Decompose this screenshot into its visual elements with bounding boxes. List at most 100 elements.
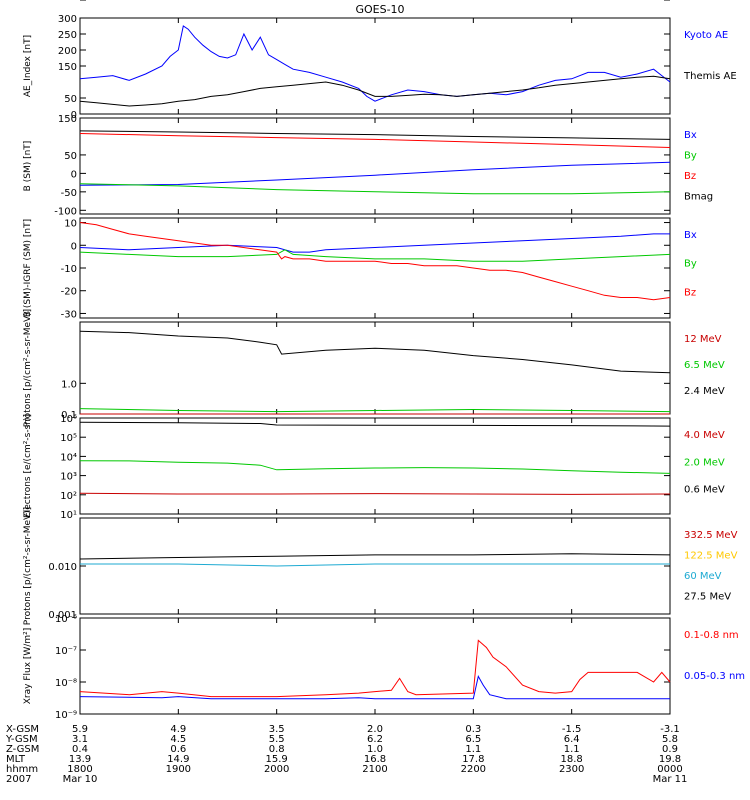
y-tick-label: 0.001 — [48, 610, 77, 621]
series-line — [79, 408, 671, 413]
footer-cell: 14.9 — [167, 754, 189, 765]
footer-cell: 6.2 — [367, 734, 383, 745]
footer-cell: 1.0 — [367, 744, 383, 755]
legend-label: Kyoto AE — [684, 30, 728, 41]
footer-cell: 5.8 — [662, 734, 678, 745]
y-tick-label: 10⁻⁹ — [55, 710, 77, 721]
y-tick-label: 10 — [64, 219, 77, 230]
legend-label: 2.0 MeV — [684, 457, 725, 468]
y-axis-label: B (SM) [nT] — [23, 141, 33, 192]
legend-label: 0.05-0.3 nm — [684, 671, 745, 682]
legend-label: By — [684, 151, 697, 162]
y-tick-label: 250 — [58, 30, 77, 41]
panel-frame — [79, 617, 671, 715]
panel-1: 300 250 200 150 100 50 0 AE_Index [nT] Kyoto AE T… — [23, 0, 737, 121]
y-tick-label: 10⁶ — [60, 414, 77, 425]
footer-cell: 2100 — [362, 764, 387, 775]
series-line — [79, 421, 671, 427]
y-tick-label: 10² — [60, 491, 77, 502]
footer-cell: 2.0 — [367, 724, 383, 735]
y-tick-label: 0 — [71, 110, 77, 121]
footer-cell: 19.8 — [659, 754, 681, 765]
panel-5: 10⁶ 10⁵ 10⁴ 10³ 10² 10¹ Electrons [e/(cm²-s-sr… — [23, 414, 725, 521]
y-tick-label: 0.010 — [48, 562, 77, 573]
legend-label: 332.5 MeV — [684, 530, 738, 541]
y-axis-label: Xray Flux [W/m²] — [23, 628, 33, 704]
y-tick-label: -30 — [61, 309, 77, 320]
legend-label: 122.5 MeV — [684, 551, 738, 562]
legend-label: 12 MeV — [684, 334, 722, 345]
y-tick-label: 0 — [71, 241, 77, 252]
series-line — [80, 563, 670, 567]
legend-label: 60 MeV — [684, 571, 722, 582]
series-line — [79, 330, 671, 374]
y-tick-label: 200 — [58, 46, 77, 57]
panel-frame — [79, 217, 671, 319]
footer-cell: 3.5 — [269, 724, 285, 735]
y-axis-label: Protons [p/(cm²-s-sr-MeV)] — [23, 309, 33, 427]
series-line — [79, 675, 670, 700]
legend-label: Bz — [684, 171, 696, 182]
y-tick-label: 10⁻⁷ — [55, 646, 77, 657]
series-line — [79, 130, 671, 140]
plot-title: GOES-10 — [355, 3, 404, 16]
footer-cell: 6.5 — [465, 734, 481, 745]
footer-cell: 3.1 — [72, 734, 88, 745]
footer-cell: -3.1 — [660, 724, 680, 735]
footer-cell: 17.8 — [462, 754, 484, 765]
series-line — [79, 161, 671, 186]
y-tick-label: 10³ — [60, 472, 77, 483]
panel-3: 10 0 -10 -20 -30 B (SM)-IGRF (SM) [nT] Bx By Bz — [23, 217, 697, 320]
series-line — [79, 222, 671, 301]
panels: 300250200150100500AE_Index [nT]Kyoto AET… — [23, 0, 745, 721]
footer-cell: 18.8 — [561, 754, 583, 765]
footer-cell: 1.1 — [465, 744, 481, 755]
footer-cell: 2300 — [559, 764, 584, 775]
footer-cell: 0.8 — [269, 744, 285, 755]
series-line — [79, 553, 671, 560]
footer-cell: 1900 — [166, 764, 191, 775]
footer-cell: 0.4 — [72, 744, 88, 755]
footer-cell: 4.9 — [170, 724, 186, 735]
y-axis-label: AE_Index [nT] — [23, 35, 33, 97]
footer-cell: 2200 — [461, 764, 486, 775]
panel-4: 100.010.0 1.0 0.1 Protons [p/(cm²-s-sr-MeV)… — [23, 0, 725, 427]
footer-row-label: 2007 — [6, 774, 31, 785]
y-axis-label: Electrons [e/(cm²-s-sr)] — [23, 414, 33, 518]
panel-7: 10⁻⁶ 10⁻⁷ 10⁻⁸ 10⁻⁹ Xray Flux [W/m²] 0.1-0.8 … — [23, 614, 745, 721]
footer-cell: 2000 — [264, 764, 289, 775]
footer-cell: 1.1 — [564, 744, 580, 755]
legend-label: By — [684, 259, 697, 270]
legend-label: Bmag — [684, 192, 713, 203]
y-tick-label: 10⁻⁸ — [55, 678, 77, 689]
series-line — [79, 25, 671, 102]
y-tick-label: 150 — [58, 114, 77, 125]
y-tick-label: -10 — [61, 264, 77, 275]
footer-cell: 0.3 — [465, 724, 481, 735]
legend-label: 6.5 MeV — [684, 360, 725, 371]
y-tick-label: 100.0 — [48, 0, 77, 3]
footer-cell: -1.5 — [562, 724, 582, 735]
footer-row-label: MLT — [6, 754, 26, 765]
y-axis-label: B (SM)-IGRF (SM) [nT] — [23, 219, 33, 317]
legend-label: 27.5 MeV — [684, 592, 731, 603]
footer-cell: 13.9 — [69, 754, 91, 765]
y-axis-label: Protons [p/(cm²-s-sr-MeV)] — [23, 507, 33, 625]
panel-2: 150 100 50 0 -50 -100 B (SM) [nT] Bx By Bz Bmag — [23, 0, 713, 217]
y-tick-label: 10⁴ — [60, 452, 77, 463]
footer-cell: 16.8 — [364, 754, 386, 765]
y-tick-label: 50 — [64, 94, 77, 105]
legend-label: Bx — [684, 130, 697, 141]
footer-cell: 0.9 — [662, 744, 678, 755]
legend-label: 4.0 MeV — [684, 430, 725, 441]
y-tick-label: 100 — [58, 0, 77, 3]
footer-date-start: Mar 10 — [63, 774, 98, 785]
y-tick-label: -20 — [61, 287, 77, 298]
series-line — [79, 639, 671, 698]
series-line — [79, 133, 671, 148]
legend-label: 0.6 MeV — [684, 485, 725, 496]
footer-row-label: Y-GSM — [5, 734, 38, 745]
y-tick-label: 10⁵ — [60, 433, 77, 444]
